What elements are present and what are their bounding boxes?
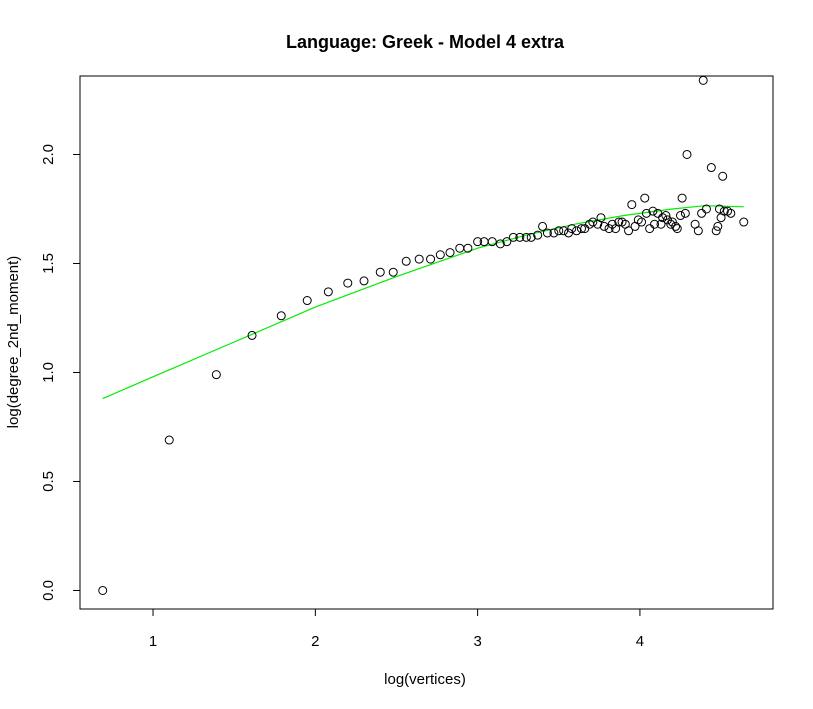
- y-axis: 0.0 0.5 1.0 1.5 2.0: [40, 144, 81, 601]
- data-point: [554, 226, 564, 236]
- data-point: [211, 370, 221, 380]
- data-point: [576, 224, 586, 234]
- data-point: [375, 267, 385, 277]
- data-point: [98, 585, 108, 595]
- y-tick-label: 0.0: [40, 580, 57, 601]
- data-point: [276, 311, 286, 321]
- data-point: [343, 278, 353, 288]
- data-point: [435, 250, 445, 260]
- data-point: [567, 224, 577, 234]
- data-point: [359, 276, 369, 286]
- data-point: [463, 243, 473, 253]
- data-point: [455, 243, 465, 253]
- points-group: [98, 75, 749, 595]
- data-point: [624, 226, 634, 236]
- x-tick-label: 1: [149, 633, 157, 650]
- fit-line-group: [102, 205, 744, 400]
- data-point: [714, 204, 724, 214]
- y-tick-label: 2.0: [40, 144, 57, 165]
- chart-title: Language: Greek - Model 4 extra: [286, 32, 565, 52]
- data-point: [650, 219, 660, 229]
- data-point: [533, 230, 543, 240]
- data-point: [711, 226, 721, 236]
- plot-frame: [79, 75, 774, 610]
- data-point: [671, 221, 681, 231]
- data-point: [718, 171, 728, 181]
- data-point: [445, 248, 455, 258]
- data-point: [401, 256, 411, 266]
- data-point: [508, 232, 518, 242]
- y-tick-label: 1.5: [40, 253, 57, 274]
- y-axis-label: log(degree_2nd_moment): [5, 256, 22, 429]
- data-point: [713, 221, 723, 231]
- data-point: [247, 330, 257, 340]
- data-point: [675, 211, 685, 221]
- data-point: [515, 232, 525, 242]
- data-point: [614, 217, 624, 227]
- data-point: [693, 226, 703, 236]
- data-point: [656, 219, 666, 229]
- data-point: [698, 75, 708, 85]
- data-point: [645, 224, 655, 234]
- data-point: [323, 287, 333, 297]
- data-point: [572, 226, 582, 236]
- data-point: [701, 204, 711, 214]
- data-point: [164, 435, 174, 445]
- data-point: [677, 193, 687, 203]
- data-point: [559, 226, 569, 236]
- data-point: [388, 267, 398, 277]
- data-point: [426, 254, 436, 264]
- data-point: [726, 208, 736, 218]
- data-point: [648, 206, 658, 216]
- x-tick-label: 3: [473, 633, 481, 650]
- data-point: [641, 208, 651, 218]
- data-point: [502, 237, 512, 247]
- data-point: [599, 221, 609, 231]
- data-point: [549, 228, 559, 238]
- data-point: [627, 200, 637, 210]
- y-tick-label: 0.5: [40, 471, 57, 492]
- data-point: [473, 237, 483, 247]
- data-point: [697, 208, 707, 218]
- x-tick-label: 4: [636, 633, 644, 650]
- data-point: [538, 221, 548, 231]
- data-point: [414, 254, 424, 264]
- x-tick-label: 2: [311, 633, 319, 650]
- data-point: [672, 224, 682, 234]
- x-axis-label: log(vertices): [384, 671, 466, 688]
- data-point: [637, 217, 647, 227]
- y-tick-label: 1.0: [40, 362, 57, 383]
- data-point: [666, 219, 676, 229]
- data-point: [302, 296, 312, 306]
- data-point: [596, 213, 606, 223]
- data-point: [495, 239, 505, 249]
- data-point: [487, 237, 497, 247]
- data-point: [661, 211, 671, 221]
- data-point: [682, 149, 692, 159]
- data-point: [521, 232, 531, 242]
- fit-line: [102, 205, 744, 400]
- data-point: [640, 193, 650, 203]
- data-point: [719, 206, 729, 216]
- data-point: [706, 163, 716, 173]
- x-axis: 1 2 3 4: [149, 608, 644, 650]
- data-point: [542, 228, 552, 238]
- data-point: [526, 232, 536, 242]
- data-point: [739, 217, 749, 227]
- data-point: [680, 208, 690, 218]
- data-point: [588, 217, 598, 227]
